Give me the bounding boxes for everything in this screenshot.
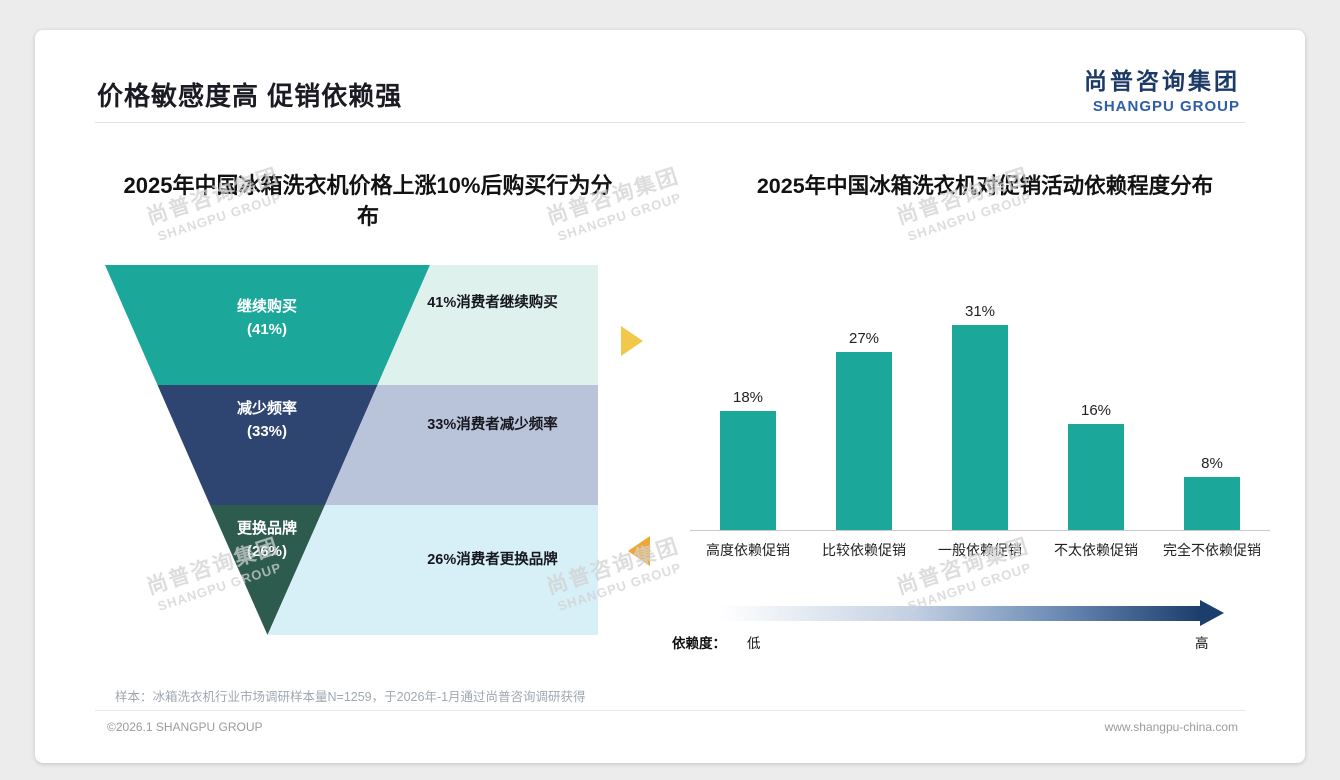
bar-group: 31% [922,293,1038,530]
slide-card: 价格敏感度高 促销依赖强 尚普咨询集团 SHANGPU GROUP 2025年中… [35,30,1305,763]
funnel-stage-3-name: 更换品牌 [236,520,297,537]
funnel-stage-1-name: 继续购买 [236,298,297,315]
company-logo: 尚普咨询集团 SHANGPU GROUP [1084,62,1240,115]
gradient-shaft [720,605,1200,621]
arrow-right-shape [621,326,643,356]
footer-divider [95,710,1245,711]
funnel-stage-3-label: 更换品牌 (26%) [187,517,347,563]
funnel-stage-2-label: 减少频率 (33%) [187,397,347,443]
bar [836,351,892,530]
logo-en-text: SHANGPU GROUP [1092,98,1240,115]
logo-cn-text: 尚普咨询集团 [1084,68,1240,94]
funnel-stage-1-value: (41%) [246,321,287,338]
funnel-desc-2-block [325,385,598,505]
title-divider [95,122,1245,123]
bar [952,325,1008,530]
watermark: 尚普咨询集团 SHANGPU GROUP [877,155,1053,250]
bar [1184,477,1240,530]
funnel-chart-title: 2025年中国冰箱洗衣机价格上涨10%后购买行为分布 [123,173,613,229]
arrow-left-shape [628,536,650,566]
funnel-stage-3-value: (26%) [246,543,287,560]
funnel-stage-1-label: 继续购买 (41%) [187,295,347,341]
arrow-right-icon [621,326,643,356]
x-axis-label: 高度依赖促销 [706,542,790,558]
funnel-stage-2-name: 减少频率 [236,400,297,417]
arrow-left-icon [628,536,650,566]
x-axis-label: 一般依赖促销 [938,542,1022,558]
dependence-low-label: 低 [747,636,761,651]
page-title: 价格敏感度高 促销依赖强 [97,81,403,111]
bar-value-label: 18% [732,389,764,407]
bar-group: 27% [806,293,922,530]
bar-group: 8% [1154,293,1270,530]
dependence-gradient-arrow [720,600,1224,626]
x-axis-label: 比较依赖促销 [822,542,906,558]
bar-chart: 18% 27% 31% 16% 8% 高度依赖促销 比较依赖促销 一般依赖促销 不太依赖促销 完… [690,293,1270,560]
dependence-high-label: 高 [1195,636,1209,651]
dependence-axis-label: 依赖度： [672,636,726,651]
bar-chart-title: 2025年中国冰箱洗衣机对促销活动依赖程度分布 [756,174,1214,198]
funnel-stage-2-value: (33%) [246,423,287,440]
bars-area: 18% 27% 31% 16% 8% [690,293,1270,530]
funnel-stage-3-shape [210,505,325,635]
funnel-svg [105,265,598,635]
funnel-desc-3-block [267,505,598,635]
gradient-arrowhead [1200,600,1224,626]
funnel-stage-2-shape [157,385,378,505]
funnel-stage-3-desc: 26%消费者更换品牌 [427,552,558,568]
funnel-desc-1-block [377,265,598,385]
bar-value-label: 16% [1080,402,1112,420]
funnel-stage-1-shape [105,265,430,385]
x-axis-label: 完全不依赖促销 [1163,542,1261,558]
bar [1068,424,1124,530]
website-text: www.shangpu-china.com [1104,720,1238,734]
x-axis-label: 不太依赖促销 [1054,542,1138,558]
funnel-stage-2-desc: 33%消费者减少频率 [427,417,558,433]
bar [720,411,776,530]
bar-value-label: 27% [848,329,880,347]
x-axis-labels: 高度依赖促销 比较依赖促销 一般依赖促销 不太依赖促销 完全不依赖促销 [690,531,1270,560]
copyright-text: ©2026.1 SHANGPU GROUP [107,720,263,734]
bar-group: 16% [1038,293,1154,530]
funnel-chart: 继续购买 (41%) 减少频率 (33%) 更换品牌 (26%) 41%消费者继… [105,265,598,635]
sample-note: 样本：冰箱洗衣机行业市场调研样本量N=1259，于2026年-1月通过尚普咨询调… [115,690,586,704]
x-axis-line [690,530,1270,531]
bar-group: 18% [690,293,806,530]
bar-value-label: 31% [964,303,996,321]
bar-value-label: 8% [1201,455,1223,473]
funnel-stage-1-desc: 41%消费者继续购买 [427,295,558,311]
